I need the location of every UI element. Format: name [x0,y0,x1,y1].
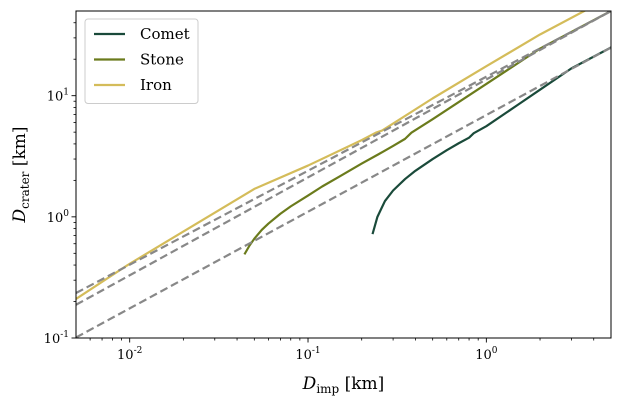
reference-dashed-line-1 [76,11,611,295]
axes-frame [75,10,612,339]
series-line-iron [76,11,587,300]
series-line-comet [371,46,611,235]
legend: Comet Stone Iron [84,18,199,104]
legend-label-stone: Stone [140,51,184,69]
series-line-stone [243,11,611,255]
plot-area [76,11,611,338]
x-tick-label: 10-2 [117,346,142,363]
reference-dashed-line-2 [76,11,611,306]
legend-box [84,18,199,104]
y-tick-label: 101 [47,88,69,105]
legend-label-comet: Comet [140,25,190,43]
y-tick-label: 100 [47,209,70,226]
x-axis-label: Dimp [km] [302,374,385,396]
x-tick-label: 100 [475,346,498,363]
y-axis-label: Dcrater [km] [10,126,32,223]
x-tick-label: 10-1 [295,346,320,363]
y-tick-label: 10-1 [44,330,69,347]
axes: 10-2 10-1 100 10-1 100 101 Dimp [km] Dcrater [k… [10,10,612,396]
reference-dashed-line-3 [76,46,611,338]
legend-label-iron: Iron [140,76,172,94]
